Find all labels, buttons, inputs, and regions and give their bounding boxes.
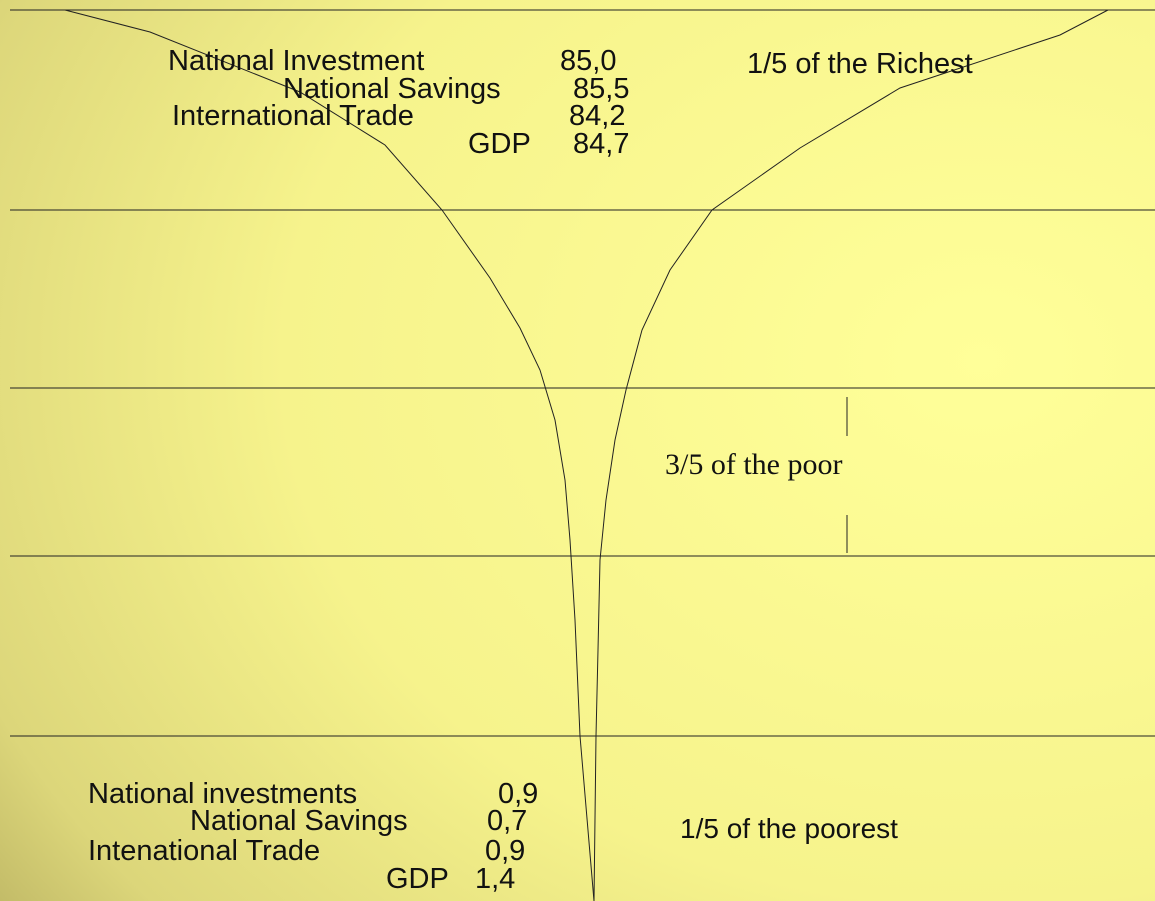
band-lines: [10, 9, 1155, 737]
item-label: National Savings: [283, 73, 501, 105]
item-value: 84,7: [573, 128, 629, 160]
item-value: 1,4: [475, 863, 515, 895]
item-value: 0,7: [487, 805, 527, 837]
item-value: 85,0: [560, 45, 616, 77]
item-value: 0,9: [498, 778, 538, 810]
item-label: National Savings: [190, 805, 408, 837]
item-value: 84,2: [569, 100, 625, 132]
item-label: National investments: [88, 778, 357, 810]
item-value: 85,5: [573, 73, 629, 105]
glass-right: [593, 9, 1109, 901]
item-label: International Trade: [172, 100, 414, 132]
item-value: 0,9: [485, 835, 525, 867]
region-label: 1/5 of the poorest: [680, 813, 898, 844]
glass-left: [64, 9, 595, 901]
item-label: GDP: [468, 128, 531, 160]
item-label: GDP: [386, 863, 449, 895]
item-label: Intenational Trade: [88, 835, 320, 867]
region-label: 3/5 of the poor: [665, 448, 842, 481]
region-label: 1/5 of the Richest: [747, 48, 973, 80]
item-label: National Investment: [168, 45, 424, 77]
